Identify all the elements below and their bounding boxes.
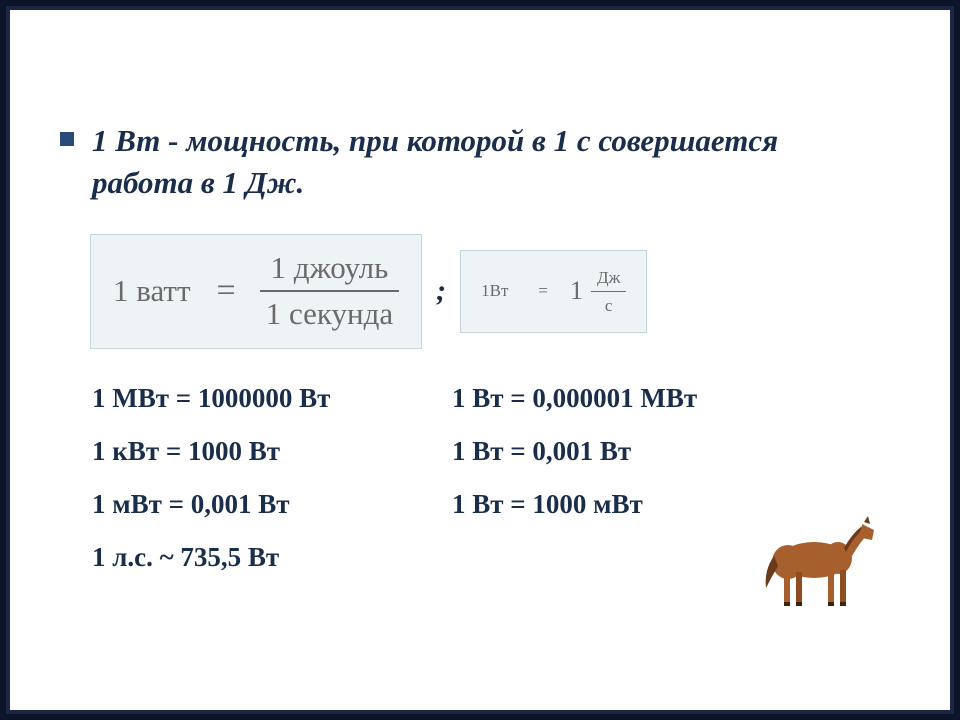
formula-lhs: 1Вт — [481, 281, 508, 301]
conversion-left: 1 л.с. ~ 735,5 Вт — [92, 542, 452, 573]
heading-text: 1 Вт - мощность, при которой в 1 с совер… — [92, 120, 832, 204]
formula-lhs: 1 ватт — [113, 273, 191, 309]
heading-row: 1 Вт - мощность, при которой в 1 с совер… — [60, 120, 920, 204]
equals-sign: = — [538, 281, 548, 301]
slide-frame: 1 Вт - мощность, при которой в 1 с совер… — [6, 6, 954, 714]
fraction: Дж с — [591, 267, 626, 317]
denominator: 1 секунда — [260, 292, 399, 334]
frame-edge — [0, 714, 960, 720]
coefficient-one: 1 — [570, 276, 583, 306]
numerator: 1 джоуль — [265, 249, 395, 291]
semicolon: ; — [436, 274, 446, 308]
bullet-icon — [60, 132, 74, 146]
conversion-right: 1 Вт = 1000 мВт — [452, 489, 643, 520]
conversion-row: 1 кВт = 1000 Вт 1 Вт = 0,001 Вт — [92, 436, 920, 467]
conversion-right: 1 Вт = 0,000001 МВт — [452, 383, 697, 414]
fraction: 1 джоуль 1 секунда — [260, 249, 399, 335]
equals-sign: = — [217, 272, 236, 310]
denominator: с — [599, 292, 619, 316]
horse-icon — [756, 510, 876, 610]
formula-box-large: 1 ватт = 1 джоуль 1 секунда — [90, 234, 422, 350]
conversion-right: 1 Вт = 0,001 Вт — [452, 436, 631, 467]
conversion-row: 1 МВт = 1000000 Вт 1 Вт = 0,000001 МВт — [92, 383, 920, 414]
slide-content: 1 Вт - мощность, при которой в 1 с совер… — [40, 40, 920, 680]
conversion-left: 1 мВт = 0,001 Вт — [92, 489, 452, 520]
frame-edge — [954, 0, 960, 720]
formula-box-small: 1Вт = 1 Дж с — [460, 250, 647, 334]
conversion-left: 1 МВт = 1000000 Вт — [92, 383, 452, 414]
conversion-left: 1 кВт = 1000 Вт — [92, 436, 452, 467]
numerator: Дж — [591, 267, 626, 291]
formula-row: 1 ватт = 1 джоуль 1 секунда ; 1Вт = 1 Дж… — [90, 234, 920, 350]
